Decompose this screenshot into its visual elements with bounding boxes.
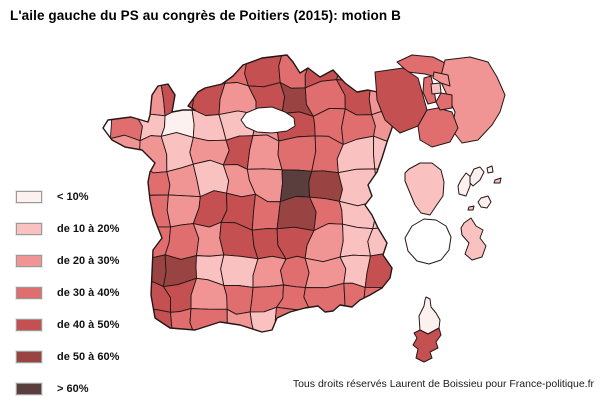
legend-item-1: de 10 à 20%	[16, 222, 119, 235]
legend-label: de 50 à 60%	[57, 350, 120, 363]
legend: < 10% de 10 à 20% de 20 à 30% de 30 à 40% de…	[16, 190, 119, 395]
legend-label: < 10%	[57, 190, 89, 203]
legend-swatch	[16, 190, 42, 203]
department-cell	[304, 256, 347, 289]
legend-label: de 40 à 50%	[57, 318, 120, 331]
department-cell	[135, 55, 164, 88]
corse-du-sud	[412, 327, 442, 363]
legend-item-5: de 50 à 60%	[16, 350, 119, 363]
department-cell	[309, 309, 346, 332]
la-reunion	[404, 218, 452, 265]
department-cell	[105, 134, 143, 172]
legend-item-0: < 10%	[16, 190, 119, 203]
department-cell	[364, 307, 394, 332]
department-cell	[280, 255, 310, 288]
department-cell	[373, 135, 394, 171]
legend-item-3: de 30 à 40%	[16, 286, 119, 299]
department-cell	[189, 55, 229, 86]
page-title: L'aile gauche du PS au congrès de Poitie…	[10, 8, 401, 23]
department-cell	[224, 55, 249, 87]
legend-swatch	[16, 318, 42, 331]
department-cell	[372, 192, 394, 230]
guadeloupe-grande-terre	[469, 166, 485, 187]
department-cell	[276, 195, 317, 231]
legend-item-6: > 60%	[16, 382, 119, 395]
guadeloupe-basse-terre	[457, 172, 472, 197]
guyane	[404, 162, 445, 216]
inset-seine-saint-denis	[432, 71, 451, 87]
inset-val-de-marne	[435, 92, 453, 111]
corse-haute-corse	[418, 296, 441, 335]
copyright-credit: Tous droits réservés Laurent de Boissieu…	[292, 378, 594, 390]
inset-paris	[430, 82, 442, 95]
islet-la-desirade	[493, 177, 502, 184]
department-cell	[107, 55, 138, 88]
legend-swatch	[16, 382, 42, 395]
department-cell	[337, 168, 378, 207]
department-cell	[169, 308, 197, 332]
legend-swatch	[16, 350, 42, 363]
legend-label: > 60%	[57, 382, 89, 395]
department-cell	[107, 85, 139, 117]
islet-les-saintes	[467, 205, 475, 211]
legend-item-4: de 40 à 50%	[16, 318, 119, 331]
legend-label: de 10 à 20%	[57, 222, 120, 235]
legend-swatch	[16, 222, 42, 235]
ile-de-france-cutout	[240, 106, 296, 134]
department-cell	[160, 55, 200, 86]
department-cell	[341, 313, 367, 332]
islet-saint-martin	[486, 165, 494, 174]
department-cell	[274, 306, 316, 332]
legend-label: de 30 à 40%	[57, 286, 120, 299]
inset-essonne	[417, 107, 459, 148]
department-cell	[164, 223, 200, 260]
legend-swatch	[16, 254, 42, 267]
department-cell	[303, 282, 346, 315]
department-cell	[308, 170, 343, 202]
department-cell	[277, 135, 317, 172]
legend-item-2: de 20 à 30%	[16, 254, 119, 267]
department-cell	[220, 254, 259, 288]
legend-swatch	[16, 286, 42, 299]
department-cell	[246, 134, 283, 171]
martinique	[460, 217, 487, 261]
marie-galante	[477, 195, 492, 209]
legend-label: de 20 à 30%	[57, 254, 120, 267]
department-cell	[363, 282, 394, 317]
